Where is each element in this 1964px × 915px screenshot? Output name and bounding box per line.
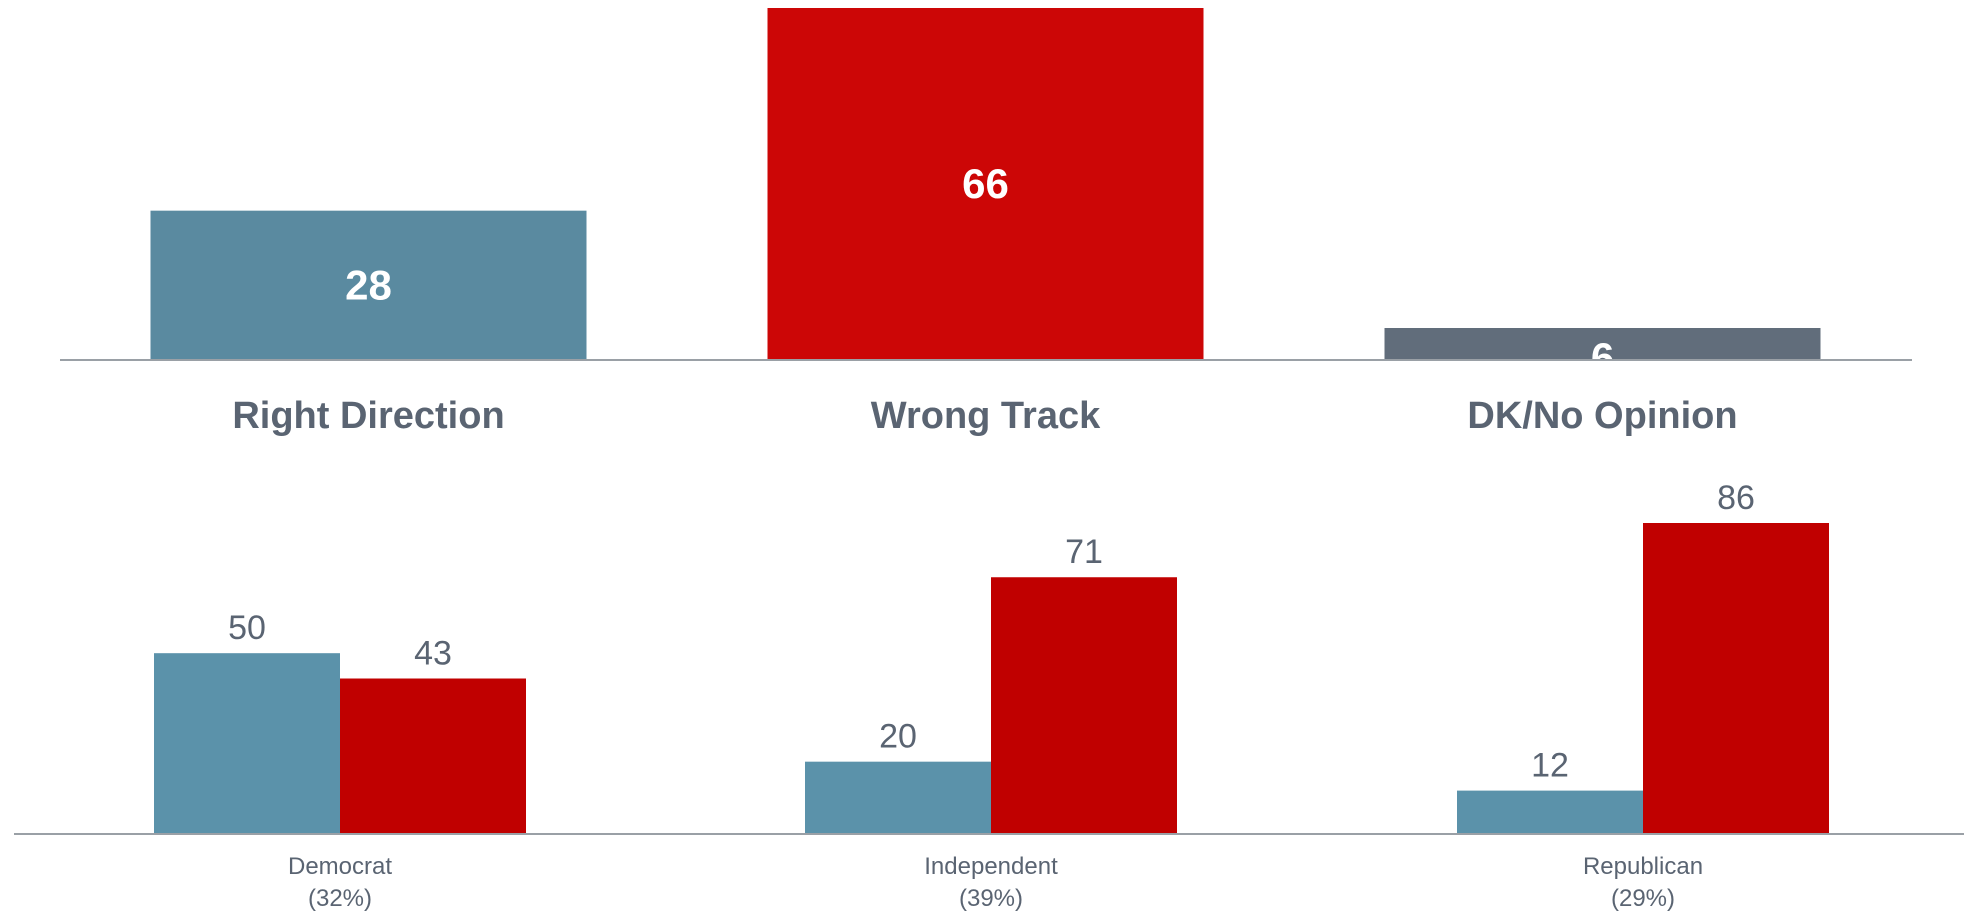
overall-value-label-0: 28 [345, 261, 392, 308]
party-value-label-s0-c0: 50 [228, 609, 266, 647]
party-value-label-s0-c2: 12 [1531, 747, 1569, 785]
party-bar-s0-c1 [805, 761, 991, 834]
party-value-label-s1-c0: 43 [414, 635, 452, 673]
party-category-label-2-line-1: (29%) [1611, 885, 1675, 912]
party-value-label-s1-c2: 86 [1717, 479, 1755, 517]
overall-category-label-0: Right Direction [232, 395, 504, 437]
overall-direction-chart: 28 Right Direction 66 Wrong Track 6 DK/No Opi… [60, 8, 1912, 437]
overall-bar-1 [767, 8, 1204, 360]
overall-value-label-2: 6 [1591, 334, 1614, 381]
overall-category-label-1: Wrong Track [871, 395, 1101, 437]
party-value-label-s1-c1: 71 [1065, 533, 1103, 571]
party-category-label-1-line-0: Independent [924, 853, 1058, 880]
party-category-label-0-line-0: Democrat [288, 853, 392, 880]
overall-value-label-1: 66 [962, 160, 1009, 207]
party-bar-s0-c2 [1457, 790, 1643, 834]
overall-bar-2 [1384, 328, 1821, 360]
party-category-label-2-line-0: Republican [1583, 853, 1703, 880]
party-bar-s0-c0 [154, 653, 340, 834]
overall-category-label-2: DK/No Opinion [1467, 395, 1737, 437]
party-bar-s1-c0 [340, 678, 526, 834]
overall-bar-0 [150, 210, 587, 360]
party-bar-s1-c2 [1643, 523, 1829, 834]
party-category-label-0-line-1: (32%) [308, 885, 372, 912]
party-value-label-s0-c1: 20 [879, 718, 917, 756]
party-bar-s1-c1 [991, 577, 1177, 834]
party-category-label-1-line-1: (39%) [959, 885, 1023, 912]
party-breakdown-chart: 50 20 12 43 71 86 Democrat (32%) Independent (39%… [14, 479, 1964, 912]
